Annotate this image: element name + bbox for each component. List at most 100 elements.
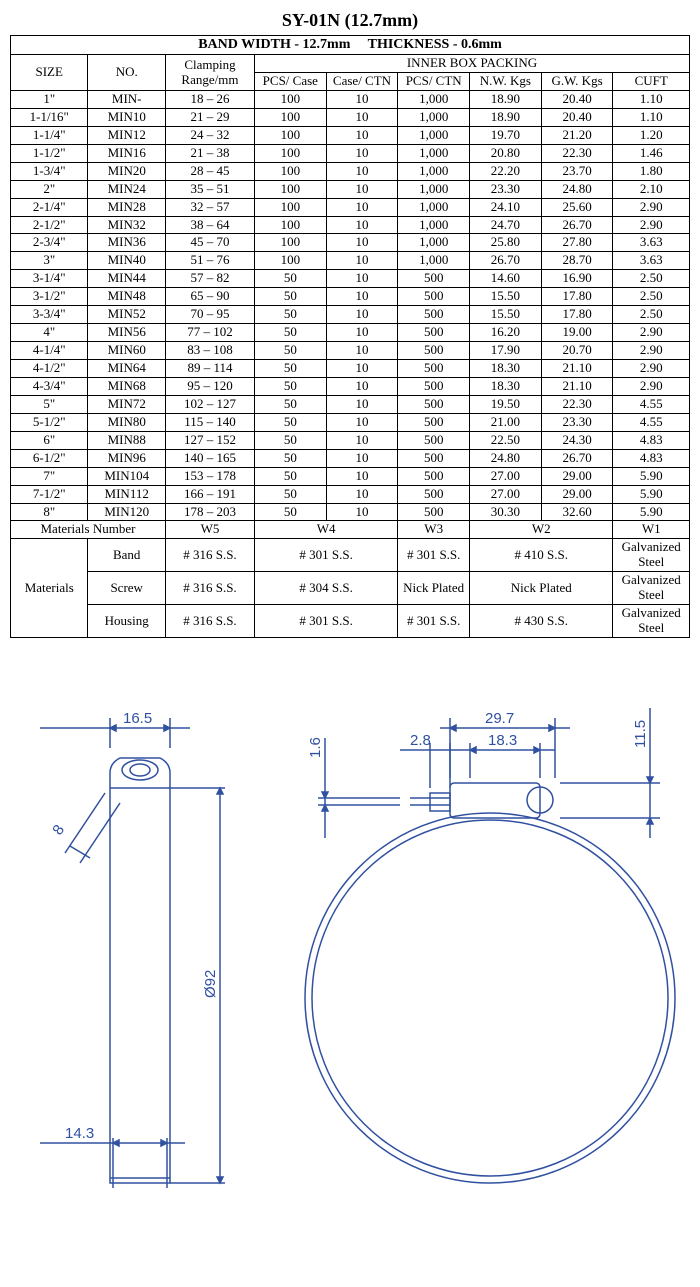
table-row: 4-1/2"MIN6489 – 114501050018.3021.102.90 xyxy=(11,360,690,378)
cell-cuft: 4.83 xyxy=(613,449,690,467)
cell-case_ctn: 10 xyxy=(326,108,398,126)
cell-nw: 19.50 xyxy=(470,395,542,413)
material-row: Housing# 316 S.S.# 301 S.S.# 301 S.S.# 4… xyxy=(11,605,690,638)
cell-range: 115 – 140 xyxy=(165,413,254,431)
cell-case_ctn: 10 xyxy=(326,503,398,521)
table-row: 3-3/4"MIN5270 – 95501050015.5017.802.50 xyxy=(11,306,690,324)
table-row: 7"MIN104153 – 178501050027.0029.005.90 xyxy=(11,467,690,485)
cell-pcs_ctn: 500 xyxy=(398,413,470,431)
material-col: W3 xyxy=(398,521,470,539)
cell-pcs_case: 100 xyxy=(254,180,326,198)
material-value: Galvanized Steel xyxy=(613,572,690,605)
cell-pcs_case: 50 xyxy=(254,467,326,485)
header-gw: G.W. Kgs xyxy=(541,73,613,91)
materials-label: Materials xyxy=(11,539,88,638)
cell-case_ctn: 10 xyxy=(326,162,398,180)
material-col: W4 xyxy=(254,521,397,539)
cell-cuft: 1.10 xyxy=(613,108,690,126)
cell-range: 140 – 165 xyxy=(165,449,254,467)
table-row: 3-1/2"MIN4865 – 90501050015.5017.802.50 xyxy=(11,288,690,306)
cell-cuft: 2.50 xyxy=(613,306,690,324)
cell-nw: 23.30 xyxy=(470,180,542,198)
cell-range: 57 – 82 xyxy=(165,270,254,288)
cell-range: 153 – 178 xyxy=(165,467,254,485)
table-row: 3-1/4"MIN4457 – 82501050014.6016.902.50 xyxy=(11,270,690,288)
cell-case_ctn: 10 xyxy=(326,342,398,360)
cell-range: 24 – 32 xyxy=(165,126,254,144)
dim-label: 18.3 xyxy=(488,732,517,749)
cell-pcs_case: 50 xyxy=(254,413,326,431)
material-col: W1 xyxy=(613,521,690,539)
material-row: MaterialsBand# 316 S.S.# 301 S.S.# 301 S… xyxy=(11,539,690,572)
dim-label: 29.7 xyxy=(485,710,514,727)
cell-pcs_case: 100 xyxy=(254,126,326,144)
cell-no: MIN28 xyxy=(88,198,165,216)
cell-no: MIN96 xyxy=(88,449,165,467)
cell-pcs_case: 50 xyxy=(254,431,326,449)
cell-case_ctn: 10 xyxy=(326,180,398,198)
cell-size: 4-1/2" xyxy=(11,360,88,378)
cell-range: 70 – 95 xyxy=(165,306,254,324)
cell-size: 2-3/4" xyxy=(11,234,88,252)
cell-nw: 17.90 xyxy=(470,342,542,360)
material-value: # 410 S.S. xyxy=(470,539,613,572)
cell-size: 2-1/4" xyxy=(11,198,88,216)
cell-no: MIN10 xyxy=(88,108,165,126)
dim-label: 2.8 xyxy=(410,732,431,749)
cell-cuft: 3.63 xyxy=(613,252,690,270)
cell-range: 65 – 90 xyxy=(165,288,254,306)
cell-range: 21 – 29 xyxy=(165,108,254,126)
cell-pcs_case: 50 xyxy=(254,449,326,467)
cell-gw: 27.80 xyxy=(541,234,613,252)
cell-nw: 15.50 xyxy=(470,288,542,306)
cell-range: 166 – 191 xyxy=(165,485,254,503)
band-width-header: BAND WIDTH - 12.7mm THICKNESS - 0.6mm xyxy=(11,36,690,55)
cell-size: 2-1/2" xyxy=(11,216,88,234)
cell-gw: 16.90 xyxy=(541,270,613,288)
material-part: Screw xyxy=(88,572,165,605)
cell-size: 3-1/4" xyxy=(11,270,88,288)
cell-pcs_ctn: 500 xyxy=(398,377,470,395)
cell-gw: 22.30 xyxy=(541,144,613,162)
cell-no: MIN88 xyxy=(88,431,165,449)
cell-nw: 25.80 xyxy=(470,234,542,252)
table-row: 2-1/4"MIN2832 – 57100101,00024.1025.602.… xyxy=(11,198,690,216)
cell-case_ctn: 10 xyxy=(326,126,398,144)
header-clamping: Clamping Range/mm xyxy=(165,55,254,91)
material-part: Housing xyxy=(88,605,165,638)
cell-case_ctn: 10 xyxy=(326,449,398,467)
cell-cuft: 5.90 xyxy=(613,467,690,485)
cell-gw: 24.80 xyxy=(541,180,613,198)
cell-cuft: 1.46 xyxy=(613,144,690,162)
cell-gw: 32.60 xyxy=(541,503,613,521)
cell-pcs_ctn: 500 xyxy=(398,270,470,288)
material-value: Galvanized Steel xyxy=(613,539,690,572)
cell-pcs_ctn: 1,000 xyxy=(398,180,470,198)
cell-pcs_ctn: 500 xyxy=(398,360,470,378)
table-row: 2"MIN2435 – 51100101,00023.3024.802.10 xyxy=(11,180,690,198)
cell-range: 95 – 120 xyxy=(165,377,254,395)
cell-case_ctn: 10 xyxy=(326,395,398,413)
header-case-ctn: Case/ CTN xyxy=(326,73,398,91)
cell-pcs_case: 50 xyxy=(254,288,326,306)
cell-gw: 29.00 xyxy=(541,467,613,485)
cell-cuft: 1.80 xyxy=(613,162,690,180)
cell-range: 178 – 203 xyxy=(165,503,254,521)
header-pcs-case: PCS/ Case xyxy=(254,73,326,91)
cell-cuft: 2.90 xyxy=(613,360,690,378)
cell-cuft: 2.90 xyxy=(613,324,690,342)
cell-nw: 18.30 xyxy=(470,360,542,378)
cell-pcs_ctn: 1,000 xyxy=(398,216,470,234)
cell-no: MIN16 xyxy=(88,144,165,162)
cell-nw: 27.00 xyxy=(470,467,542,485)
cell-case_ctn: 10 xyxy=(326,90,398,108)
cell-pcs_ctn: 1,000 xyxy=(398,234,470,252)
cell-range: 18 – 26 xyxy=(165,90,254,108)
cell-range: 35 – 51 xyxy=(165,180,254,198)
cell-case_ctn: 10 xyxy=(326,288,398,306)
dim-label: Ø92 xyxy=(202,970,219,998)
cell-pcs_case: 50 xyxy=(254,377,326,395)
material-col: W5 xyxy=(165,521,254,539)
cell-cuft: 1.20 xyxy=(613,126,690,144)
cell-size: 7-1/2" xyxy=(11,485,88,503)
